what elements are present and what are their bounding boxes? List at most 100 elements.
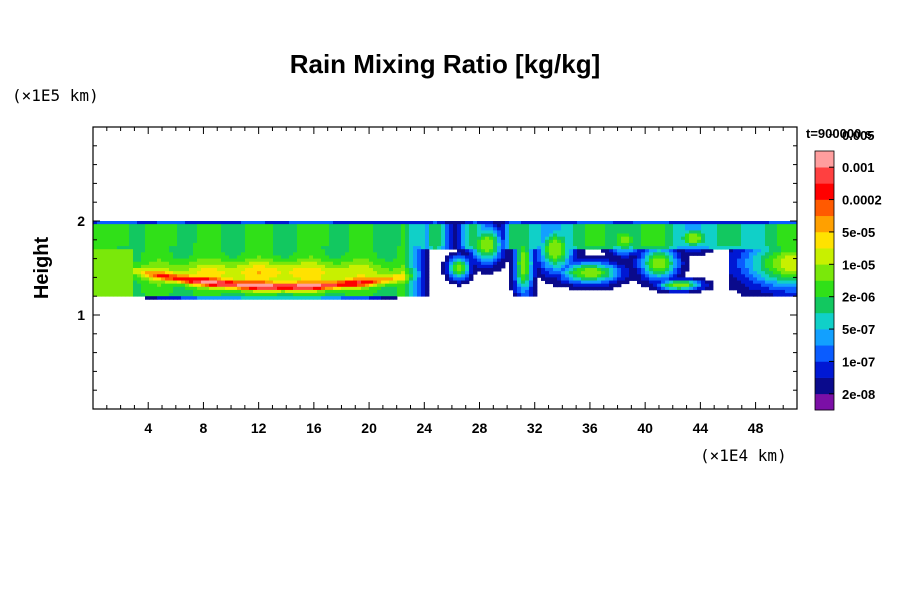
heatmap-cell: [765, 261, 770, 266]
heatmap-cell: [133, 283, 138, 288]
heatmap-cell: [549, 249, 554, 253]
heatmap-cell: [245, 224, 250, 228]
heatmap-cell: [221, 230, 226, 234]
heatmap-cell: [381, 236, 386, 241]
heatmap-cell: [581, 249, 586, 253]
heatmap-cell: [545, 277, 550, 281]
heatmap-cell: [769, 230, 774, 234]
heatmap-cell: [793, 261, 798, 266]
heatmap-cell: [385, 293, 390, 297]
heatmap-cell: [345, 283, 350, 288]
heatmap-cell: [541, 242, 546, 247]
heatmap-cell: [181, 258, 186, 263]
heatmap-cell: [201, 286, 206, 291]
heatmap-cell: [561, 230, 566, 234]
heatmap-cell: [321, 230, 326, 234]
heatmap-cell: [201, 242, 206, 247]
heatmap-cell: [133, 293, 138, 297]
heatmap-cell: [405, 255, 410, 259]
heatmap-cell: [585, 268, 590, 272]
heatmap-cell: [549, 233, 554, 238]
heatmap-cell: [141, 264, 146, 269]
heatmap-cell: [557, 230, 562, 234]
heatmap-cell: [253, 246, 258, 250]
heatmap-cell: [237, 224, 242, 228]
heatmap-cell: [533, 230, 538, 234]
heatmap-cell: [545, 224, 550, 228]
heatmap-cell: [317, 264, 322, 269]
heatmap-cell: [385, 227, 390, 231]
heatmap-cell: [397, 268, 402, 272]
heatmap-cell: [181, 283, 186, 288]
heatmap-cell: [625, 249, 630, 253]
heatmap-cell: [321, 233, 326, 238]
heatmap-cell: [681, 280, 686, 285]
heatmap-cell: [617, 283, 622, 288]
heatmap-cell: [397, 258, 402, 263]
heatmap-cell: [757, 286, 762, 291]
heatmap-cell: [685, 268, 690, 272]
heatmap-cell: [113, 280, 118, 285]
heatmap-cell: [341, 283, 346, 288]
heatmap-cell: [637, 224, 642, 228]
heatmap-cell: [665, 261, 670, 266]
heatmap-cell: [305, 224, 310, 228]
heatmap-cell: [213, 252, 218, 256]
heatmap-cell: [145, 221, 150, 225]
heatmap-cell: [177, 271, 182, 275]
heatmap-cell: [189, 289, 194, 294]
heatmap-cell: [501, 242, 506, 247]
heatmap-cell: [673, 252, 678, 256]
heatmap-cell: [145, 249, 150, 253]
heatmap-cell: [105, 264, 110, 269]
heatmap-cell: [281, 293, 286, 297]
heatmap-cell: [785, 252, 790, 256]
heatmap-cell: [617, 221, 622, 225]
heatmap-cell: [789, 224, 794, 228]
heatmap-cell: [421, 261, 426, 266]
heatmap-cell: [125, 227, 130, 231]
heatmap-cell: [105, 246, 110, 250]
heatmap-cell: [193, 227, 198, 231]
heatmap-cell: [321, 280, 326, 285]
heatmap-cell: [197, 255, 202, 259]
heatmap-cell: [577, 246, 582, 250]
heatmap-cell: [261, 239, 266, 244]
heatmap-cell: [693, 242, 698, 247]
heatmap-cell: [457, 242, 462, 247]
heatmap-cell: [97, 249, 102, 253]
heatmap-cell: [561, 268, 566, 272]
heatmap-cell: [729, 283, 734, 288]
heatmap-cell: [445, 236, 450, 241]
heatmap-cell: [145, 255, 150, 259]
heatmap-cell: [213, 280, 218, 285]
heatmap-cell: [357, 242, 362, 247]
heatmap-cell: [417, 274, 422, 278]
heatmap-cell: [513, 230, 518, 234]
heatmap-cell: [213, 268, 218, 272]
heatmap-cell: [397, 293, 402, 297]
heatmap-cell: [785, 233, 790, 238]
heatmap-cell: [281, 227, 286, 231]
heatmap-cell: [509, 255, 514, 259]
heatmap-cell: [641, 261, 646, 266]
heatmap-cell: [285, 286, 290, 291]
heatmap-cell: [173, 264, 178, 269]
heatmap-cell: [217, 271, 222, 275]
heatmap-cell: [453, 268, 458, 272]
heatmap-cell: [261, 268, 266, 272]
heatmap-cell: [469, 221, 474, 225]
x-tick-label: 4: [144, 420, 152, 436]
heatmap-cell: [309, 283, 314, 288]
heatmap-cell: [721, 236, 726, 241]
heatmap-cell: [245, 293, 250, 297]
heatmap-cell: [221, 224, 226, 228]
heatmap-cell: [401, 274, 406, 278]
heatmap-cell: [217, 274, 222, 278]
heatmap-cell: [525, 293, 530, 297]
heatmap-cell: [701, 236, 706, 241]
heatmap-cell: [257, 249, 262, 253]
heatmap-cell: [589, 280, 594, 285]
heatmap-cell: [457, 255, 462, 259]
heatmap-cell: [173, 280, 178, 285]
